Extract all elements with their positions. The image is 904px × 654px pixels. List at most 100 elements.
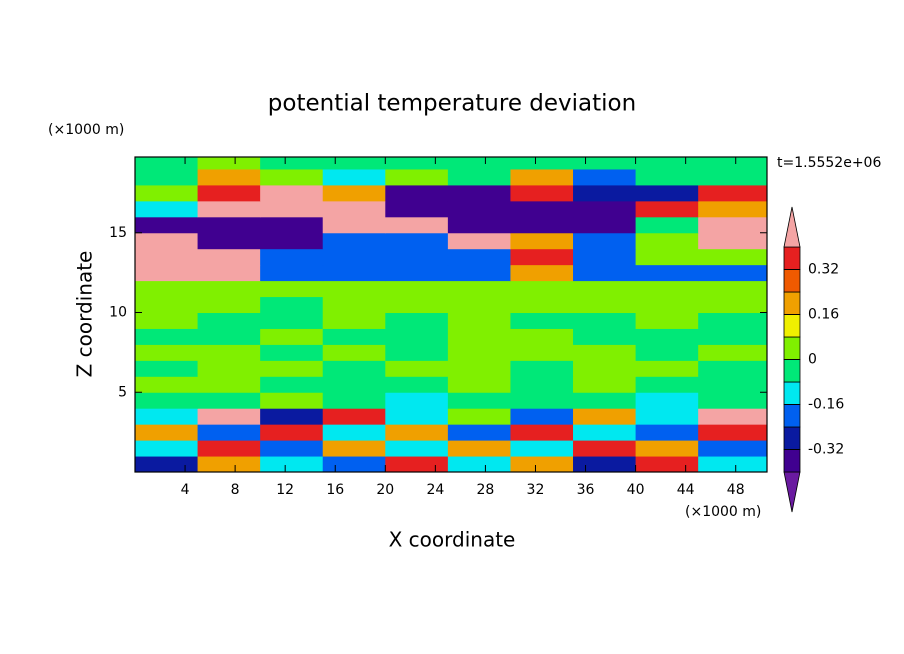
- field-cell: [385, 168, 449, 186]
- x-tick-label: 40: [627, 482, 645, 498]
- field-cell: [698, 360, 767, 377]
- field-cell: [573, 376, 637, 393]
- field-cell: [135, 376, 199, 393]
- field-cell: [197, 392, 261, 409]
- colorbar-box: [783, 269, 801, 293]
- x-tick-label: 48: [727, 482, 745, 498]
- x-tick-label: 24: [426, 482, 444, 498]
- field-cell: [447, 376, 511, 393]
- field-cell: [635, 456, 699, 472]
- field-cell: [447, 168, 511, 186]
- x-tick-label: 16: [326, 482, 344, 498]
- field-cell: [447, 200, 511, 218]
- field-cell: [698, 456, 767, 472]
- field-cell: [698, 344, 767, 361]
- field-cell: [260, 344, 324, 361]
- field-cell: [197, 184, 261, 202]
- field-cell: [135, 360, 199, 377]
- field-cell: [260, 392, 324, 409]
- field-cell: [197, 264, 261, 282]
- field-cell: [385, 440, 449, 457]
- field-cell: [197, 248, 261, 266]
- x-tick-label: 36: [577, 482, 595, 498]
- field-cell: [573, 200, 637, 218]
- field-cell: [135, 328, 199, 345]
- field-cell: [322, 280, 386, 298]
- field-cell: [510, 248, 574, 266]
- field-cell: [573, 296, 637, 314]
- field-cell: [197, 216, 261, 234]
- field-cell: [135, 280, 199, 298]
- colorbar-box: [783, 291, 801, 315]
- field-cell: [447, 232, 511, 250]
- field-cell: [197, 440, 261, 457]
- field-cell: [698, 296, 767, 314]
- field-cell: [260, 456, 324, 472]
- field-cell: [260, 168, 324, 186]
- colorbar-box: [783, 381, 801, 405]
- field-cell: [322, 296, 386, 314]
- field-cell: [385, 392, 449, 409]
- field-cell: [135, 456, 199, 472]
- field-cell: [260, 184, 324, 202]
- x-tick-label: 8: [231, 482, 240, 498]
- field-cell: [573, 440, 637, 457]
- field-cell: [447, 424, 511, 441]
- field-cell: [385, 312, 449, 329]
- field-cell: [385, 328, 449, 345]
- field-cell: [573, 157, 637, 170]
- field-cell: [322, 200, 386, 218]
- field-cell: [447, 344, 511, 361]
- field-cell: [573, 456, 637, 472]
- y-tick-label: 10: [109, 305, 127, 321]
- field-cell: [635, 248, 699, 266]
- field-cell: [698, 376, 767, 393]
- x-unit: (×1000 m): [685, 504, 761, 520]
- field-cell: [573, 424, 637, 441]
- field-cell: [510, 184, 574, 202]
- field-cell: [510, 216, 574, 234]
- field-cell: [322, 328, 386, 345]
- field-cell: [260, 216, 324, 234]
- colorbar-box: [783, 336, 801, 360]
- field-cell: [447, 408, 511, 425]
- field-cell: [510, 456, 574, 472]
- field-cell: [385, 280, 449, 298]
- field-cell: [322, 264, 386, 282]
- field-cell: [573, 328, 637, 345]
- field-cell: [322, 248, 386, 266]
- field-cell: [635, 440, 699, 457]
- colorbar-box: [783, 426, 801, 450]
- colorbar-box: [783, 246, 801, 270]
- field-cell: [197, 232, 261, 250]
- field-cell: [573, 232, 637, 250]
- field-cell: [322, 408, 386, 425]
- field-cell: [447, 296, 511, 314]
- field-cell: [322, 168, 386, 186]
- field-cell: [197, 424, 261, 441]
- field-cell: [510, 344, 574, 361]
- field-cell: [260, 328, 324, 345]
- field-cell: [385, 200, 449, 218]
- field-cell: [385, 424, 449, 441]
- field-cell: [510, 157, 574, 170]
- field-cell: [573, 344, 637, 361]
- field-cell: [322, 184, 386, 202]
- field-cell: [635, 424, 699, 441]
- field-cell: [698, 424, 767, 441]
- colorbar-tick-label: -0.16: [808, 397, 844, 413]
- x-axis-label: X coordinate: [389, 528, 516, 552]
- x-tick-label: 32: [527, 482, 545, 498]
- field-cell: [260, 200, 324, 218]
- field: [135, 157, 767, 472]
- field-cell: [135, 216, 199, 234]
- field-cell: [197, 376, 261, 393]
- field-cell: [698, 264, 767, 282]
- field-cell: [135, 408, 199, 425]
- field-cell: [635, 232, 699, 250]
- field-cell: [698, 168, 767, 186]
- field-cell: [260, 440, 324, 457]
- field-cell: [260, 248, 324, 266]
- field-cell: [385, 376, 449, 393]
- field-cell: [135, 424, 199, 441]
